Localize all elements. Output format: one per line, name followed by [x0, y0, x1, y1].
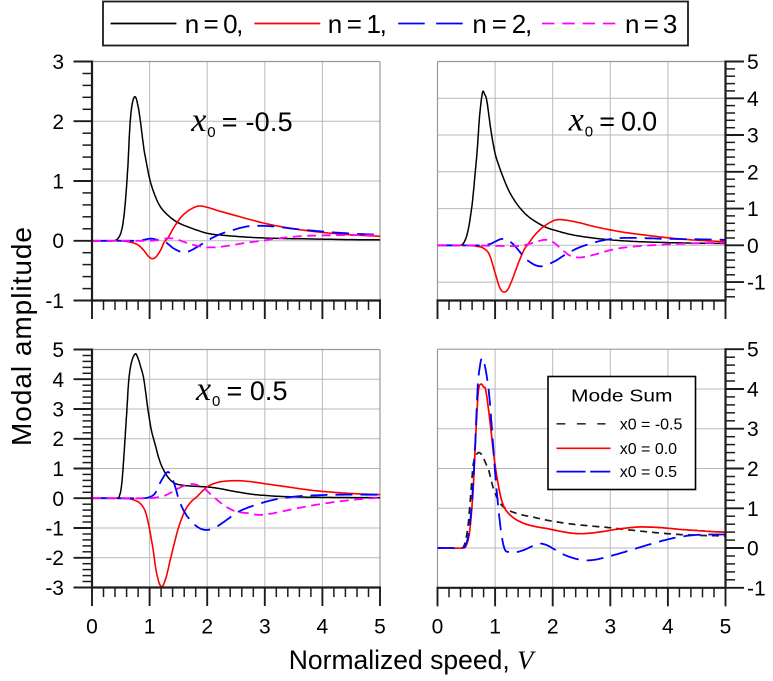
- svg-text:-1: -1: [747, 577, 766, 600]
- svg-text:0: 0: [207, 124, 215, 141]
- svg-text:3: 3: [259, 616, 271, 639]
- svg-text:0: 0: [585, 124, 593, 141]
- svg-text:3: 3: [52, 51, 64, 74]
- svg-text:x0 = 0.5: x0 = 0.5: [620, 464, 677, 481]
- svg-text:2: 2: [747, 458, 759, 481]
- svg-text:2: 2: [201, 616, 213, 639]
- svg-text:= -0.5: = -0.5: [222, 107, 293, 137]
- svg-text:x: x: [190, 102, 206, 139]
- svg-text:-1: -1: [45, 518, 64, 541]
- svg-text:0: 0: [212, 393, 220, 410]
- svg-text:0: 0: [86, 616, 98, 639]
- svg-text:0: 0: [52, 230, 64, 253]
- svg-text:3: 3: [747, 418, 759, 441]
- svg-text:-1: -1: [747, 272, 766, 295]
- svg-text:1: 1: [144, 616, 156, 639]
- svg-text:n = 2,: n = 2,: [472, 9, 532, 39]
- svg-text:1: 1: [747, 198, 759, 221]
- svg-text:-1: -1: [45, 290, 64, 313]
- svg-text:n = 0,: n = 0,: [185, 9, 244, 39]
- svg-text:x: x: [568, 102, 584, 139]
- svg-text:n = 1,: n = 1,: [328, 9, 387, 39]
- svg-text:4: 4: [317, 616, 329, 639]
- svg-text:1: 1: [489, 616, 501, 639]
- svg-text:3: 3: [52, 399, 64, 422]
- svg-text:2: 2: [747, 161, 759, 184]
- svg-text:0: 0: [747, 538, 759, 561]
- svg-text:x0 = -0.5: x0 = -0.5: [620, 417, 683, 434]
- svg-text:1: 1: [52, 458, 64, 481]
- svg-text:3: 3: [747, 125, 759, 148]
- svg-text:x: x: [195, 371, 211, 408]
- svg-text:= 0.5: = 0.5: [227, 376, 288, 406]
- svg-text:0: 0: [432, 616, 444, 639]
- svg-text:Mode Sum: Mode Sum: [571, 386, 673, 406]
- svg-text:2: 2: [52, 111, 64, 134]
- svg-text:4: 4: [662, 616, 674, 639]
- svg-text:5: 5: [720, 616, 732, 639]
- svg-text:-2: -2: [45, 547, 64, 570]
- svg-text:1: 1: [52, 171, 64, 194]
- svg-text:1: 1: [747, 498, 759, 521]
- svg-text:Modal amplitude: Modal amplitude: [6, 227, 37, 446]
- svg-text:4: 4: [747, 88, 759, 111]
- svg-text:2: 2: [547, 616, 559, 639]
- svg-text:Normalized speed, V: Normalized speed, V: [289, 645, 536, 675]
- svg-text:0: 0: [747, 235, 759, 258]
- svg-text:-3: -3: [45, 577, 64, 600]
- svg-text:= 0.0: = 0.0: [599, 107, 657, 137]
- svg-text:5: 5: [52, 339, 64, 362]
- svg-text:4: 4: [52, 369, 64, 392]
- svg-text:5: 5: [747, 51, 759, 74]
- svg-text:x0 = 0.0: x0 = 0.0: [620, 441, 677, 458]
- svg-text:5: 5: [374, 616, 386, 639]
- svg-text:5: 5: [747, 339, 759, 362]
- svg-text:0: 0: [52, 488, 64, 511]
- svg-text:3: 3: [604, 616, 616, 639]
- svg-text:n = 3: n = 3: [625, 9, 677, 39]
- svg-text:2: 2: [52, 428, 64, 451]
- svg-text:4: 4: [747, 379, 759, 402]
